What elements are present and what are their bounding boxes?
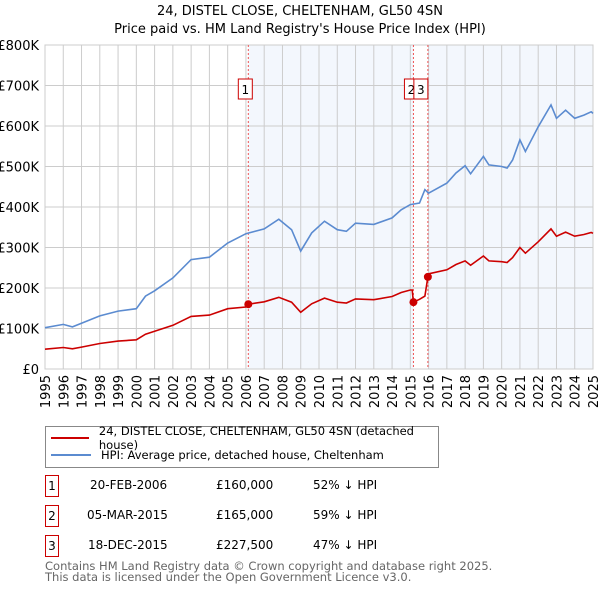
y-tick-label: £400K bbox=[0, 201, 39, 216]
sale-badge-label: 1 bbox=[241, 83, 249, 97]
legend-label-hpi: HPI: Average price, detached house, Chel… bbox=[101, 448, 384, 462]
y-tick-label: £700K bbox=[0, 80, 39, 95]
x-tick-label: 2014 bbox=[386, 375, 401, 408]
x-tick-label: 2012 bbox=[350, 375, 365, 408]
x-tick-label: 2024 bbox=[569, 375, 584, 408]
footer-line-1: Contains HM Land Registry data © Crown c… bbox=[45, 559, 493, 573]
x-tick-label: 2015 bbox=[404, 375, 419, 408]
x-tick-label: 2018 bbox=[459, 375, 474, 408]
x-tick-label: 2003 bbox=[185, 375, 200, 408]
x-tick-label: 2020 bbox=[496, 375, 511, 408]
legend: 24, DISTEL CLOSE, CHELTENHAM, GL50 4SN (… bbox=[45, 424, 439, 468]
sale-point bbox=[244, 300, 253, 309]
sale-hpi-diff: 52% ↓ HPI bbox=[313, 478, 378, 492]
x-tick-label: 2022 bbox=[532, 375, 547, 408]
footer-line-2: This data is licensed under the Open Gov… bbox=[45, 570, 412, 584]
x-tick-label: 1999 bbox=[112, 375, 127, 408]
sale-price: £227,500 bbox=[216, 538, 274, 552]
x-tick-label: 2016 bbox=[423, 375, 438, 408]
x-tick-label: 2010 bbox=[313, 375, 328, 408]
x-tick-label: 2025 bbox=[587, 375, 600, 408]
y-tick-label: £600K bbox=[0, 120, 39, 135]
x-tick-label: 2004 bbox=[203, 375, 218, 408]
legend-label-property: 24, DISTEL CLOSE, CHELTENHAM, GL50 4SN (… bbox=[98, 424, 414, 452]
x-tick-label: 2008 bbox=[276, 375, 291, 408]
sale-badge: 2 bbox=[45, 505, 59, 527]
x-tick-label: 2017 bbox=[441, 375, 456, 408]
sale-date: 20-FEB-2006 bbox=[90, 478, 168, 492]
x-tick-label: 2019 bbox=[477, 375, 492, 408]
x-tick-label: 2023 bbox=[550, 375, 565, 408]
y-tick-label: £100K bbox=[0, 323, 39, 338]
sale-badge-label: 3 bbox=[417, 83, 425, 97]
chart-title: 24, DISTEL CLOSE, CHELTENHAM, GL50 4SN bbox=[156, 4, 444, 19]
series-line bbox=[44, 103, 594, 329]
x-tick-label: 1995 bbox=[39, 375, 54, 408]
sale-hpi-diff: 59% ↓ HPI bbox=[313, 508, 378, 522]
x-tick-label: 2001 bbox=[149, 375, 164, 408]
x-tick-label: 2011 bbox=[331, 375, 346, 408]
sale-row: 3 18-DEC-2015 £227,500 47% ↓ HPI bbox=[45, 535, 445, 557]
sale-point bbox=[423, 272, 432, 281]
x-tick-label: 2009 bbox=[295, 375, 310, 408]
x-tick-label: 2002 bbox=[167, 375, 182, 408]
y-tick-label: £800K bbox=[0, 39, 39, 54]
y-tick-label: £0 bbox=[22, 363, 39, 378]
sale-date: 18-DEC-2015 bbox=[88, 538, 168, 552]
x-tick-label: 2007 bbox=[258, 375, 273, 408]
x-tick-label: 2000 bbox=[130, 375, 145, 408]
sale-price: £160,000 bbox=[216, 478, 274, 492]
sale-hpi-diff: 47% ↓ HPI bbox=[313, 538, 378, 552]
x-tick-label: 1996 bbox=[57, 375, 72, 408]
legend-swatch-property bbox=[51, 437, 89, 439]
sale-badge-box bbox=[413, 78, 429, 100]
sale-badge: 1 bbox=[45, 475, 59, 497]
y-tick-label: £300K bbox=[0, 242, 39, 257]
footer: Contains HM Land Registry data © Crown c… bbox=[45, 559, 493, 584]
sale-row: 2 05-MAR-2015 £165,000 59% ↓ HPI bbox=[45, 505, 445, 527]
y-tick-label: £200K bbox=[0, 282, 39, 297]
x-tick-label: 2013 bbox=[368, 375, 383, 408]
legend-swatch-hpi bbox=[51, 454, 91, 456]
series-line bbox=[44, 227, 594, 350]
y-tick-label: £500K bbox=[0, 161, 39, 176]
sale-point bbox=[409, 298, 418, 307]
x-tick-label: 2006 bbox=[240, 375, 255, 408]
x-tick-label: 1998 bbox=[94, 375, 109, 408]
x-tick-label: 2005 bbox=[222, 375, 237, 408]
plot-area: £0 £100K £200K £300K £400K £500K £600K £700K £80… bbox=[0, 39, 600, 408]
sale-row: 1 20-FEB-2006 £160,000 52% ↓ HPI bbox=[45, 475, 445, 497]
sale-badge-box bbox=[237, 78, 253, 100]
x-tick-label: 2021 bbox=[514, 375, 529, 408]
sale-date: 05-MAR-2015 bbox=[87, 508, 168, 522]
x-tick-label: 1997 bbox=[76, 375, 91, 408]
sale-badge: 3 bbox=[45, 535, 59, 557]
sale-price: £165,000 bbox=[216, 508, 274, 522]
plot-border bbox=[44, 44, 594, 370]
chart-subtitle: Price paid vs. HM Land Registry's House … bbox=[114, 22, 486, 37]
sale-badge-label: 2 bbox=[408, 83, 416, 97]
